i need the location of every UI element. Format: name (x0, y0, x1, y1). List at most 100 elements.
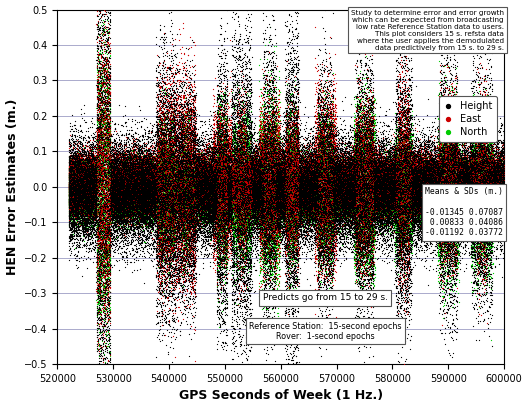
Point (279, 192, 288, 198)
Point (389, 192, 398, 199)
Point (350, 173, 358, 180)
Point (146, 173, 155, 180)
Point (426, 188, 434, 194)
Point (179, 177, 187, 184)
Point (337, 176, 346, 183)
Point (270, 104, 279, 111)
Point (158, 182, 166, 188)
Point (270, 136, 278, 143)
Point (467, 78, 476, 84)
Point (445, 192, 454, 199)
Point (175, 184, 183, 191)
Point (93, 346, 101, 353)
Point (269, 228, 278, 235)
Point (493, 180, 501, 186)
Point (383, 184, 392, 190)
Point (472, 185, 480, 191)
Point (409, 214, 418, 221)
Point (287, 130, 296, 137)
Point (361, 272, 370, 279)
Point (161, 168, 169, 175)
Point (87, 200, 95, 206)
Point (345, 171, 354, 177)
Point (327, 202, 335, 208)
Point (311, 177, 319, 184)
Point (258, 197, 266, 204)
Point (89, 142, 98, 149)
Point (206, 173, 215, 180)
Point (88, 193, 97, 200)
Point (260, 115, 268, 122)
Point (77, 173, 86, 180)
Point (373, 186, 382, 192)
Point (284, 196, 293, 203)
Point (418, 222, 427, 229)
Point (204, 218, 213, 225)
Point (148, 166, 156, 173)
Point (320, 180, 328, 186)
Point (272, 189, 281, 195)
Point (319, 246, 328, 253)
Point (78, 147, 86, 153)
Point (169, 199, 178, 206)
Point (95, 124, 103, 131)
Point (193, 178, 202, 184)
Point (470, 181, 478, 187)
Point (319, 175, 328, 181)
Point (363, 204, 372, 210)
Point (498, 223, 506, 230)
Point (340, 200, 348, 207)
Point (344, 182, 352, 188)
Point (439, 148, 447, 155)
Point (480, 262, 488, 268)
Point (234, 219, 243, 226)
Point (347, 171, 356, 177)
Point (163, 181, 172, 188)
Point (443, 118, 451, 125)
Point (331, 197, 340, 203)
Point (254, 216, 263, 222)
Point (197, 178, 205, 184)
Point (110, 198, 118, 204)
Point (218, 156, 227, 162)
Point (289, 260, 298, 266)
Point (467, 207, 475, 213)
Point (259, 220, 268, 227)
Point (174, 233, 183, 239)
Point (400, 180, 408, 186)
Point (422, 212, 431, 219)
Point (208, 188, 216, 195)
Point (435, 189, 443, 195)
Point (221, 218, 229, 225)
Point (292, 121, 300, 127)
Point (82, 202, 90, 209)
Point (249, 178, 258, 185)
Point (492, 184, 501, 190)
Point (199, 202, 208, 208)
Point (238, 211, 246, 217)
Point (478, 145, 487, 151)
Point (236, 257, 244, 264)
Point (292, 141, 300, 148)
Point (226, 226, 234, 233)
Point (148, 171, 157, 178)
Point (223, 124, 231, 131)
Point (382, 191, 391, 197)
Point (329, 200, 338, 206)
Point (155, 197, 164, 204)
Point (224, 103, 232, 109)
Point (431, 174, 440, 181)
Point (275, 223, 284, 230)
Point (285, 142, 293, 148)
Point (279, 191, 287, 198)
Point (496, 223, 505, 229)
Point (404, 291, 413, 297)
Point (364, 254, 372, 260)
Point (286, 205, 295, 211)
Point (228, 171, 237, 178)
Point (361, 172, 369, 179)
Point (77, 152, 85, 158)
Point (87, 211, 96, 217)
Point (451, 219, 460, 226)
Point (489, 175, 497, 181)
